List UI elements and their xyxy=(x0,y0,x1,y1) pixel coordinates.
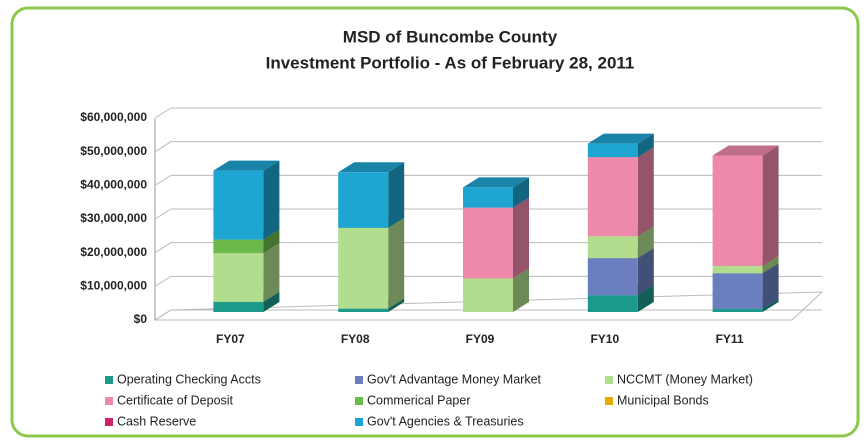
bar-top xyxy=(463,177,529,188)
bar-segment xyxy=(587,157,638,237)
bar-segment xyxy=(463,207,513,279)
legend-swatch xyxy=(605,397,613,405)
legend-swatch xyxy=(105,397,113,405)
bar-side xyxy=(637,147,654,237)
bar-side xyxy=(513,268,529,312)
legend-label: Commerical Paper xyxy=(367,393,471,407)
bar-segment xyxy=(213,301,264,312)
bar-side xyxy=(762,298,779,312)
bar-segment xyxy=(587,258,638,296)
chart-frame xyxy=(10,6,860,438)
bar-segment xyxy=(338,308,389,312)
y-tick-label: $40,000,000 xyxy=(80,178,147,192)
legend-swatch xyxy=(105,418,113,426)
legend-swatch xyxy=(605,376,613,384)
y-tick-label: $0 xyxy=(134,312,148,326)
bar-segment xyxy=(338,227,389,309)
bar-segment xyxy=(712,308,763,312)
legend-label: Gov't Agencies & Treasuries xyxy=(367,414,524,428)
x-tick-label: FY10 xyxy=(590,332,619,346)
bar-segment xyxy=(587,143,638,158)
legend-swatch xyxy=(105,376,113,384)
bar-side xyxy=(637,248,654,296)
bar-side xyxy=(762,145,779,266)
y-tick-label: $50,000,000 xyxy=(80,144,147,158)
legend-swatch xyxy=(355,418,363,426)
bar-side xyxy=(263,243,280,302)
bar-side xyxy=(637,226,654,259)
bar-side xyxy=(263,291,280,312)
bar-side xyxy=(263,160,280,240)
bar-side xyxy=(388,298,405,312)
chart-subtitle: Investment Portfolio - As of February 28… xyxy=(266,53,635,72)
y-tick-label: $10,000,000 xyxy=(80,279,147,293)
legend-label: Operating Checking Accts xyxy=(117,372,261,386)
y-tick-label: $60,000,000 xyxy=(80,110,147,124)
bar-segment xyxy=(338,172,389,228)
legend-swatch xyxy=(355,376,363,384)
bar-segment xyxy=(213,239,264,254)
bar-side xyxy=(263,229,280,254)
bar-segment xyxy=(712,273,763,309)
bar-segment xyxy=(712,265,763,274)
bar-segment xyxy=(712,155,763,266)
bar-side xyxy=(513,177,529,208)
bar-segment xyxy=(587,236,638,259)
bar-side xyxy=(762,255,779,274)
y-tick-label: $30,000,000 xyxy=(80,211,147,225)
bar-side xyxy=(513,197,529,279)
bar-side xyxy=(388,162,405,228)
legend-label: Certificate of Deposit xyxy=(117,393,234,407)
y-tick-label: $20,000,000 xyxy=(80,245,147,259)
bar-side xyxy=(637,133,654,158)
bar-segment xyxy=(463,278,513,312)
bar-side xyxy=(637,285,654,312)
x-tick-label: FY09 xyxy=(466,332,495,346)
bar-top xyxy=(213,160,280,171)
bar-side xyxy=(762,263,779,309)
grid-line xyxy=(154,107,822,119)
legend-label: Cash Reserve xyxy=(117,414,196,428)
bar-top xyxy=(587,133,654,144)
x-tick-label: FY11 xyxy=(716,332,744,346)
bar-segment xyxy=(213,170,264,240)
legend-label: NCCMT (Money Market) xyxy=(617,372,753,386)
legend-label: Municipal Bonds xyxy=(617,393,709,407)
bar-top xyxy=(712,145,779,156)
bar-segment xyxy=(587,295,638,312)
bar-top xyxy=(338,162,405,173)
legend-swatch xyxy=(355,397,363,405)
bar-side xyxy=(388,217,405,309)
legend-label: Gov't Advantage Money Market xyxy=(367,372,542,386)
bar-segment xyxy=(463,187,513,208)
x-tick-label: FY07 xyxy=(216,332,245,346)
x-tick-label: FY08 xyxy=(341,332,370,346)
bar-segment xyxy=(213,253,264,302)
chart-title: MSD of Buncombe County xyxy=(343,27,558,46)
